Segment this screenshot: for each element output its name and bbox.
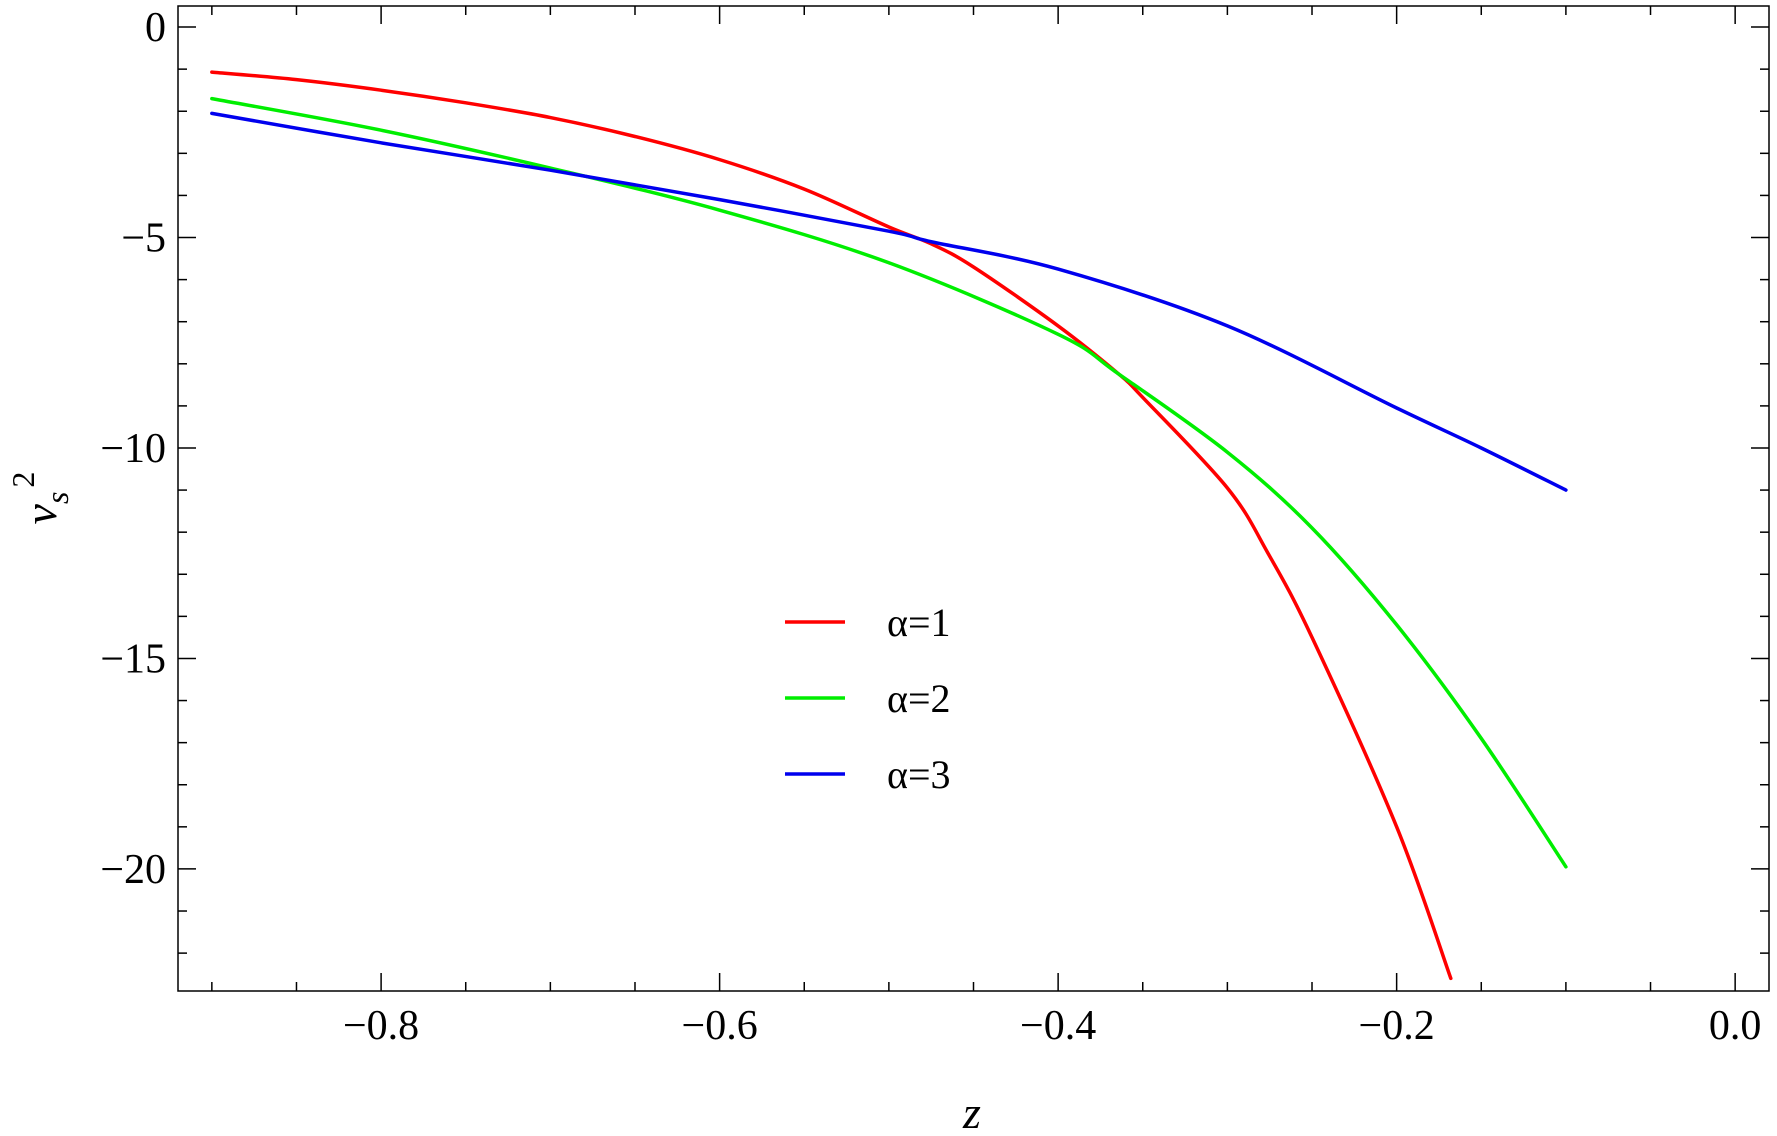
y-axis-title-sub: s [39,492,75,504]
x-tick-label: −0.6 [682,1003,758,1049]
y-tick-label: 0 [145,5,166,51]
series-line-alpha-2 [210,96,1568,869]
x-tick-label: 0.0 [1709,1003,1762,1049]
y-tick-labels: 0 −5 −10 −15 −20 [100,5,166,893]
y-tick-label: −5 [121,216,166,262]
y-tick-label: −15 [100,636,166,682]
y-tick-label: −10 [100,426,166,472]
svg-text:vs2: vs 2 [5,472,75,525]
y-axis-title: vs 2 [5,472,75,525]
legend-label: α=3 [887,752,951,797]
x-tick-label: −0.4 [1020,1003,1096,1049]
y-tick-label: −20 [100,847,166,893]
x-tick-label: −0.2 [1359,1003,1435,1049]
plot-frame [177,5,1770,992]
series-line-alpha-1 [210,70,1453,981]
y-axis-title-sup: 2 [5,472,41,488]
legend-label: α=2 [887,676,951,721]
x-axis-title: z [962,1087,981,1136]
legend-label: α=1 [887,600,951,645]
series-line-alpha-3 [210,111,1568,492]
series-lines [210,70,1568,981]
x-tick-label: −0.8 [343,1003,419,1049]
y-axis-title-base: v [15,503,66,524]
legend: α=1 α=2 α=3 [785,600,951,797]
x-tick-labels: −0.8 −0.6 −0.4 −0.2 0.0 [343,1003,1761,1049]
axis-ticks [178,6,1769,991]
